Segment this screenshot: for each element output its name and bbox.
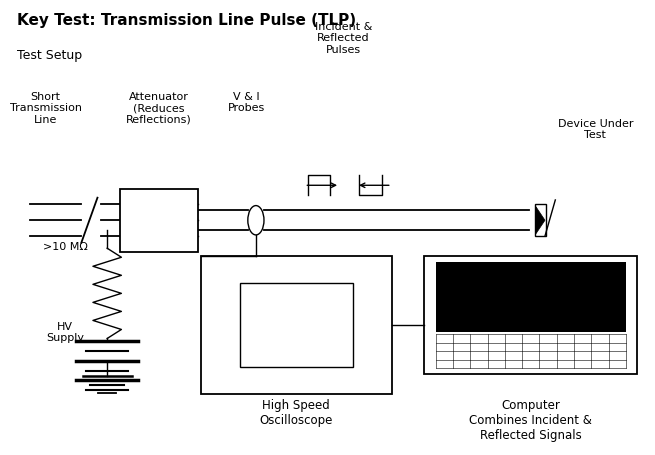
Text: High Speed
Oscilloscope: High Speed Oscilloscope xyxy=(259,399,333,426)
Bar xyxy=(436,262,626,332)
Ellipse shape xyxy=(248,206,264,235)
Text: Incident &
Reflected
Pulses: Incident & Reflected Pulses xyxy=(314,22,372,55)
Text: Key Test: Transmission Line Pulse (TLP): Key Test: Transmission Line Pulse (TLP) xyxy=(16,13,356,28)
Text: HV
Supply: HV Supply xyxy=(46,322,84,344)
Bar xyxy=(240,283,353,367)
Bar xyxy=(201,256,392,394)
Bar xyxy=(534,204,546,236)
Bar xyxy=(424,256,637,374)
Text: Short
Transmission
Line: Short Transmission Line xyxy=(10,91,82,125)
Text: Device Under
Test: Device Under Test xyxy=(557,119,633,140)
Text: >10 MΩ: >10 MΩ xyxy=(43,243,88,253)
Text: Test Setup: Test Setup xyxy=(16,49,82,62)
Text: V & I
Probes: V & I Probes xyxy=(227,91,265,113)
Bar xyxy=(120,189,198,252)
Text: Attenuator
(Reduces
Reflections): Attenuator (Reduces Reflections) xyxy=(126,91,192,125)
Text: Computer
Combines Incident &
Reflected Signals: Computer Combines Incident & Reflected S… xyxy=(469,399,592,441)
Polygon shape xyxy=(536,207,545,234)
